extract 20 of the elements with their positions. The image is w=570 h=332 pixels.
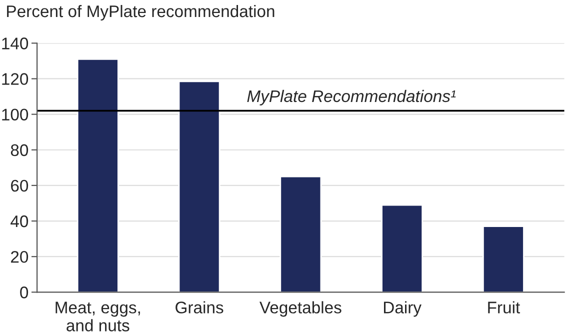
bar xyxy=(482,226,524,292)
bar xyxy=(280,176,322,292)
y-tick-label: 80 xyxy=(10,144,28,156)
y-tick-label: 140 xyxy=(2,38,28,50)
y-tick-label: 100 xyxy=(2,108,28,121)
x-tick-label: Meat, eggs, and nuts xyxy=(56,302,140,332)
x-tick-label: Grains xyxy=(176,301,224,314)
bar xyxy=(76,58,119,292)
y-tick-label: 0 xyxy=(20,286,28,298)
bar xyxy=(178,80,220,292)
y-tick-label: 40 xyxy=(10,215,28,228)
x-tick-label: Dairy xyxy=(384,301,422,317)
y-tick-label: 20 xyxy=(11,250,28,263)
x-tick-label: Vegetables xyxy=(260,301,342,317)
bar xyxy=(381,204,424,292)
ref-line-label: MyPlate Recommendations¹ xyxy=(247,90,456,106)
x-tick-label: Fruit xyxy=(488,301,520,314)
y-tick-label: 120 xyxy=(2,73,28,85)
y-axis-title: Percent of MyPlate recommendation xyxy=(7,4,274,21)
y-tick-label: 60 xyxy=(11,180,28,192)
